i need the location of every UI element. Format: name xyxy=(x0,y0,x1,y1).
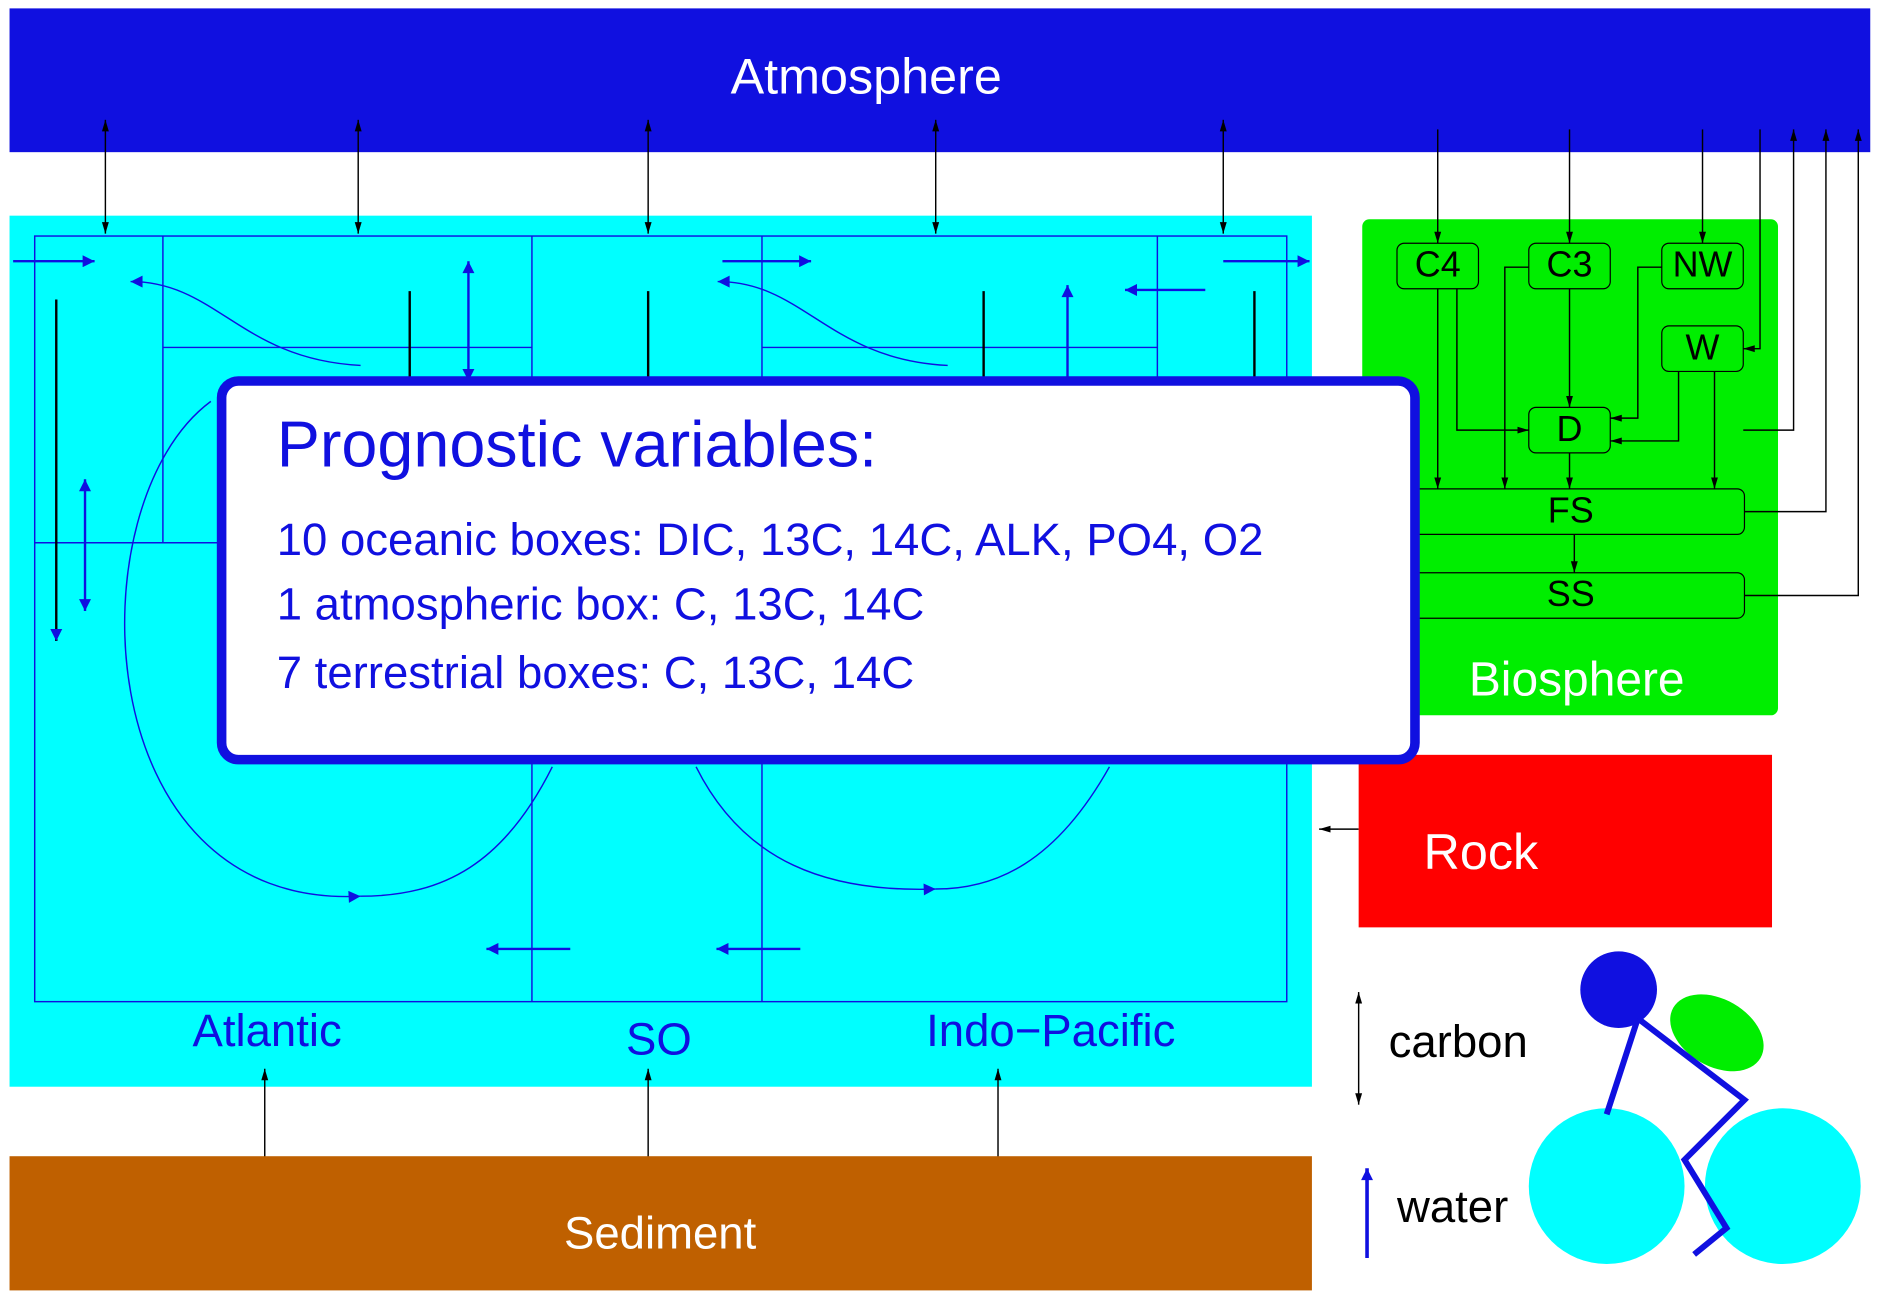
rock-label: Rock xyxy=(1424,823,1539,880)
logo-circle xyxy=(1704,1108,1861,1265)
logo-polyline xyxy=(1636,1016,1749,1257)
sediment-label: Sediment xyxy=(564,1208,757,1259)
bio-box-label: SS xyxy=(1547,573,1595,614)
logo-circle xyxy=(1528,1108,1685,1265)
rock-box xyxy=(1358,754,1773,928)
ocean-grid-path xyxy=(935,766,1111,890)
basin-label: SO xyxy=(626,1013,692,1064)
bio-box xyxy=(1661,325,1744,373)
logo-circle xyxy=(1580,951,1657,1029)
sediment-box xyxy=(9,1156,1312,1291)
bio-box-label: D xyxy=(1557,408,1583,449)
bio-box-label: W xyxy=(1686,326,1720,367)
bio-box xyxy=(1661,242,1744,290)
logo-polyline xyxy=(1603,1017,1641,1116)
bio-box xyxy=(1528,406,1611,454)
atmosphere-box xyxy=(9,8,1871,153)
basin-label: Atlantic xyxy=(193,1005,342,1056)
info-line: 10 oceanic boxes: DIC, 13C, 14C, ALK, PO… xyxy=(277,514,1264,565)
bio-box-label: NW xyxy=(1673,244,1733,285)
biosphere-flows-polyline xyxy=(1610,266,1662,422)
ocean-grid-path xyxy=(130,275,361,367)
ocean-grid-path xyxy=(717,275,948,367)
logo xyxy=(1528,951,1861,1265)
info-line: 7 terrestrial boxes: C, 13C, 14C xyxy=(277,647,915,698)
atmosphere-label: Atmosphere xyxy=(731,48,1002,105)
info-title: Prognostic variables: xyxy=(277,407,877,480)
info-box xyxy=(216,376,1420,765)
legend-carbon: carbon xyxy=(1389,1016,1528,1067)
logo-ellipse xyxy=(1670,994,1764,1072)
biosphere-label: Biosphere xyxy=(1469,654,1685,707)
bio-box xyxy=(1528,242,1611,290)
biosphere-flows-polyline xyxy=(1501,266,1529,489)
biosphere-flows-polyline xyxy=(1743,129,1798,431)
bio-box xyxy=(1396,242,1480,290)
ocean-grid-path xyxy=(360,766,553,897)
info-line: 1 atmospheric box: C, 13C, 14C xyxy=(277,578,925,629)
basin-label: Indo−Pacific xyxy=(926,1005,1175,1056)
ocean-grid-path xyxy=(695,766,936,896)
bio-box-label: C4 xyxy=(1415,244,1461,285)
biosphere-flows-polyline xyxy=(1743,129,1862,597)
biosphere-flows-polyline xyxy=(1610,371,1680,445)
bio-box-label: C3 xyxy=(1547,244,1593,285)
biosphere-flows-polyline xyxy=(1743,129,1761,353)
bio-box-label: FS xyxy=(1548,489,1594,530)
legend-water: water xyxy=(1396,1181,1508,1232)
ocean-grid-path xyxy=(123,400,361,903)
biosphere-flows-polyline xyxy=(1743,129,1830,513)
biosphere-flows xyxy=(1434,129,1862,597)
